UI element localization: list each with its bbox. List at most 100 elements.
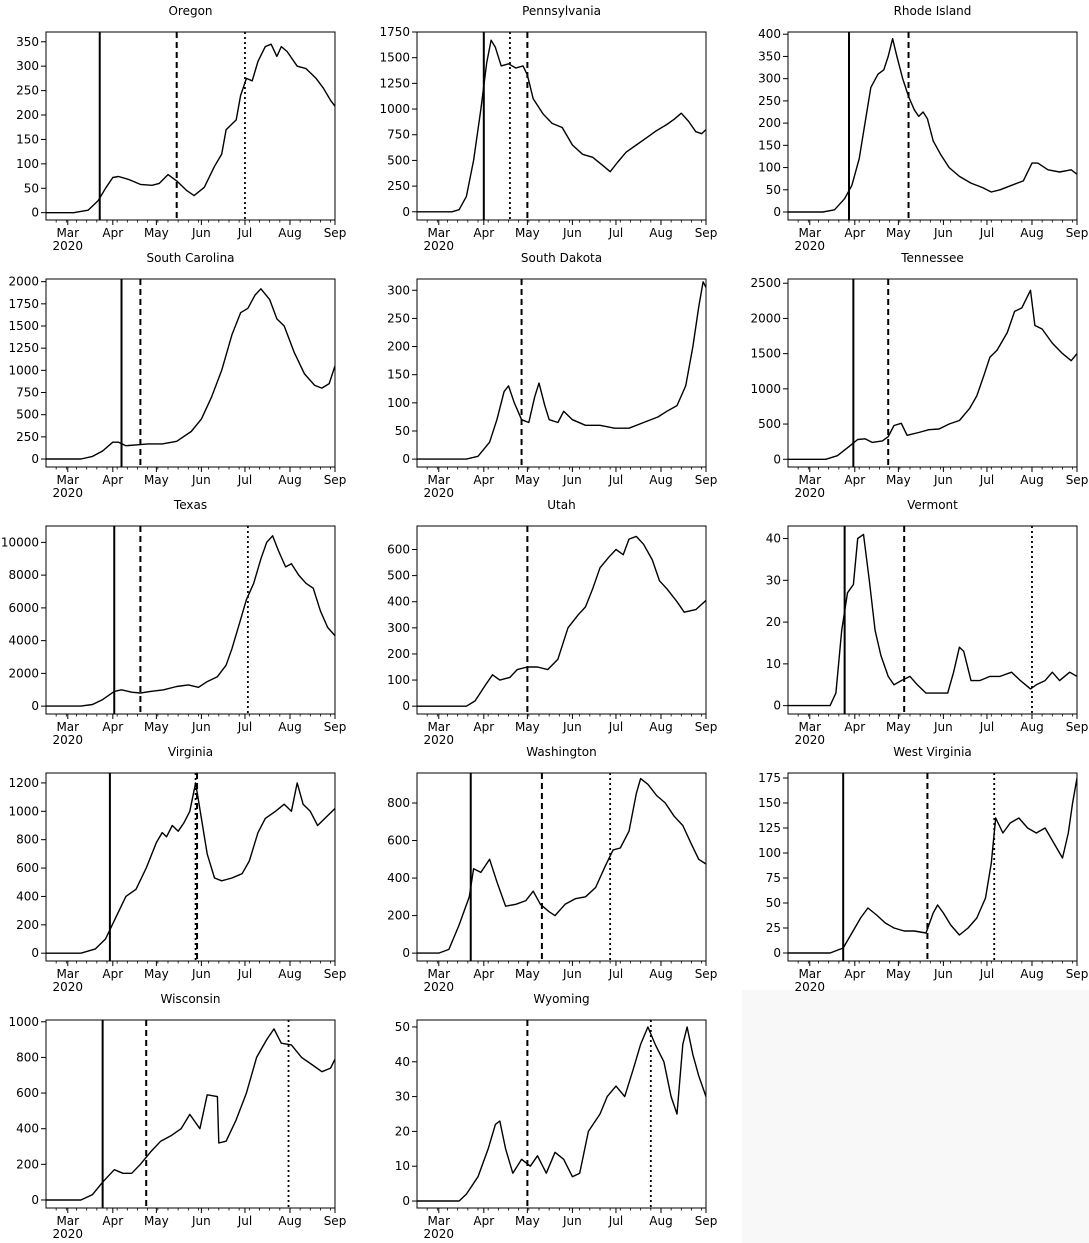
chart-title: Wyoming [533,992,589,1006]
series-line [788,533,1077,707]
x-tick-label: May [144,226,169,240]
x-tick-label: Sep [324,720,347,734]
x-tick-label: Apr [102,226,123,240]
series-line [46,43,335,214]
y-tick-label: 0 [31,946,39,960]
y-tick-label: 150 [387,368,410,382]
y-tick-label: 10 [766,657,781,671]
x-year-label: 2020 [53,239,84,253]
y-tick-label: 1500 [8,319,39,333]
x-tick-label: Jun [933,473,953,487]
y-tick-label: 200 [16,108,39,122]
x-tick-label: Jun [933,720,953,734]
x-tick-label: Jun [562,1214,582,1228]
x-tick-label: Apr [473,473,494,487]
chart-title: Tennessee [900,251,964,265]
y-tick-label: 200 [758,116,781,130]
plot-frame [416,31,707,221]
x-tick-label: Mar [427,1214,450,1228]
y-tick-label: 75 [766,871,781,885]
y-tick-label: 0 [773,699,781,713]
y-tick-label: 0 [31,1193,39,1207]
series-line [417,281,706,460]
plot-frame [45,772,336,962]
x-tick-label: Aug [278,226,301,240]
y-tick-label: 1000 [379,102,410,116]
y-tick-label: 1000 [750,382,781,396]
x-tick-label: Jul [979,226,994,240]
x-year-label: 2020 [424,980,455,994]
plot-frame [787,772,1078,962]
y-tick-label: 200 [387,909,410,923]
y-tick-label: 400 [387,595,410,609]
series-line [788,289,1077,460]
x-tick-label: Apr [102,1214,123,1228]
plot-frame [787,278,1078,468]
x-tick-label: Mar [798,967,821,981]
x-tick-label: Jul [979,473,994,487]
x-tick-label: May [886,226,911,240]
x-tick-label: Jul [979,967,994,981]
y-tick-label: 100 [387,396,410,410]
x-tick-label: Aug [278,720,301,734]
x-tick-label: Sep [1066,967,1089,981]
x-tick-label: Aug [278,967,301,981]
x-tick-label: May [515,226,540,240]
chart-panel: South Dakota Mar Apr May Jun Jul Aug Sep 2020 0 50… [387,251,717,500]
chart-panel: Tennessee Mar Apr May Jun Jul Aug Sep 2020 0 500 10… [750,251,1088,500]
x-tick-label: Apr [473,720,494,734]
series-line [46,535,335,707]
y-tick-label: 750 [16,386,39,400]
y-tick-label: 50 [24,181,39,195]
x-tick-label: Apr [844,967,865,981]
y-tick-label: 250 [387,179,410,193]
y-tick-label: 350 [758,49,781,63]
x-tick-label: May [886,473,911,487]
y-tick-label: 1750 [8,297,39,311]
x-year-label: 2020 [424,486,455,500]
x-tick-label: Jul [979,720,994,734]
x-tick-label: Mar [56,473,79,487]
x-year-label: 2020 [795,733,826,747]
x-tick-label: Jun [562,226,582,240]
y-tick-label: 250 [758,94,781,108]
x-year-label: 2020 [424,733,455,747]
x-tick-label: Jul [237,226,252,240]
y-tick-label: 1000 [8,804,39,818]
x-tick-label: Jun [191,967,211,981]
x-tick-label: Apr [844,720,865,734]
y-tick-label: 1750 [379,25,410,39]
y-tick-label: 500 [16,408,39,422]
plot-frame [45,525,336,715]
y-tick-label: 600 [16,1086,39,1100]
y-tick-label: 30 [395,1090,410,1104]
y-tick-label: 125 [758,821,781,835]
x-tick-label: Mar [427,226,450,240]
y-tick-label: 2000 [8,666,39,680]
y-tick-label: 0 [402,1194,410,1208]
y-tick-label: 500 [387,569,410,583]
chart-title: Texas [173,498,207,512]
x-tick-label: Sep [695,967,718,981]
y-tick-label: 500 [387,153,410,167]
chart-title: Virginia [168,745,213,759]
x-tick-label: Apr [473,967,494,981]
y-tick-label: 250 [387,311,410,325]
y-tick-label: 400 [16,1122,39,1136]
x-year-label: 2020 [795,980,826,994]
x-tick-label: Jul [608,1214,623,1228]
x-tick-label: Aug [649,1214,672,1228]
x-tick-label: Jul [237,473,252,487]
chart-panel: Texas Mar Apr May Jun Jul Aug Sep 2020 0 2000 4000 6… [1,498,347,747]
y-tick-label: 1250 [379,76,410,90]
y-tick-label: 50 [766,183,781,197]
y-tick-label: 350 [16,35,39,49]
y-tick-label: 400 [16,889,39,903]
x-year-label: 2020 [53,980,84,994]
x-tick-label: Sep [324,1214,347,1228]
x-tick-label: Jul [237,967,252,981]
y-tick-label: 1250 [8,341,39,355]
chart-panel: Washington Mar Apr May Jun Jul Aug Sep 2020 0 200 4… [387,745,717,994]
y-tick-label: 0 [402,946,410,960]
y-tick-label: 0 [773,205,781,219]
